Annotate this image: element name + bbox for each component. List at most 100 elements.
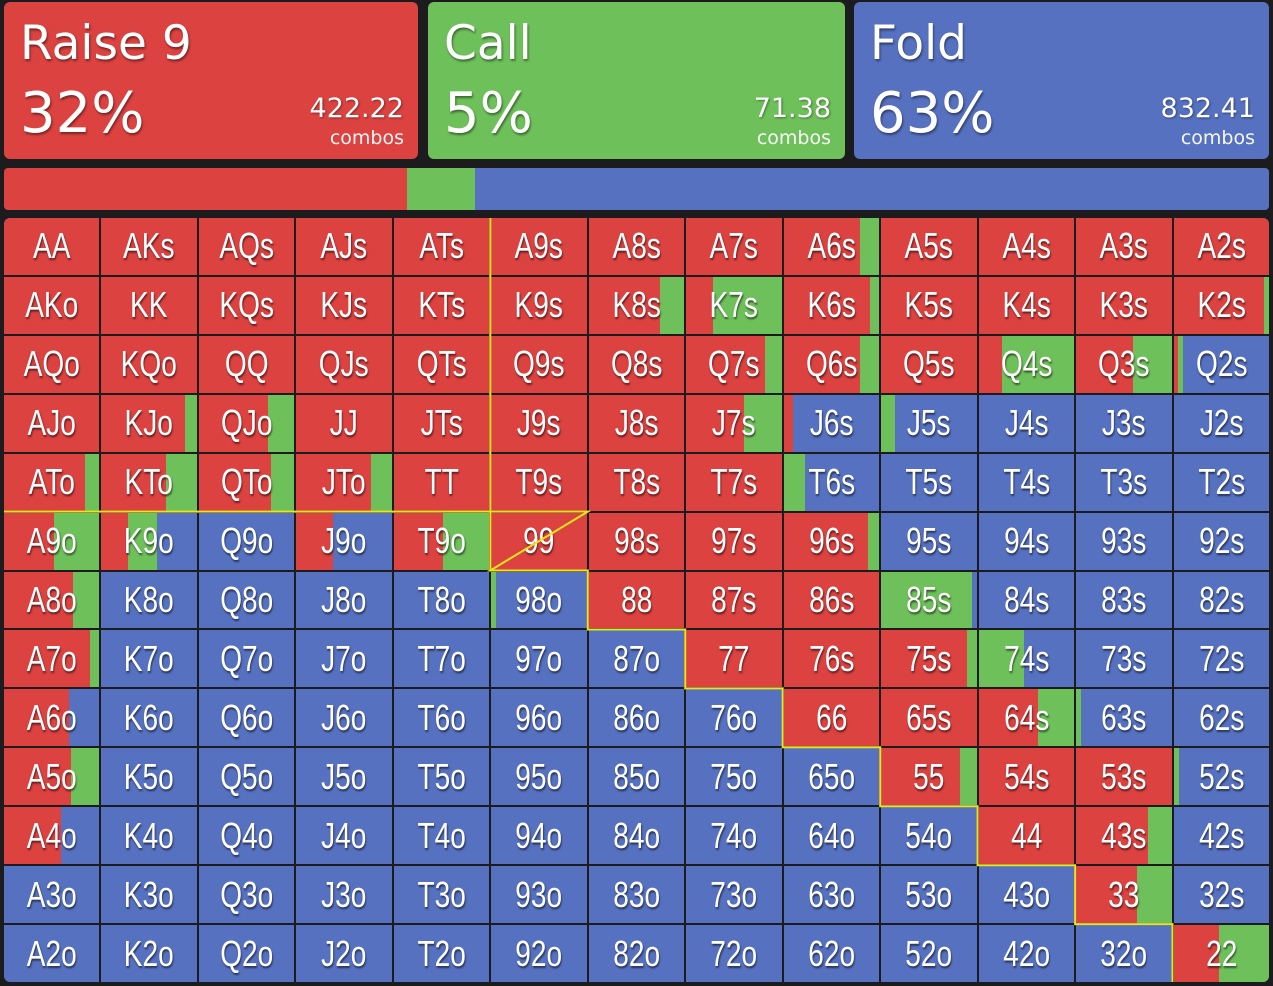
hand-cell-A5s[interactable]: A5s — [881, 218, 977, 275]
hand-cell-QTs[interactable]: QTs — [393, 335, 490, 393]
hand-cell-T4s[interactable]: T4s — [978, 453, 1075, 511]
hand-cell-J3s[interactable]: J3s — [1076, 394, 1172, 452]
hand-cell-62o[interactable]: 62o — [783, 925, 880, 982]
hand-cell-KQs[interactable]: KQs — [198, 276, 295, 334]
hand-cell-J5o[interactable]: J5o — [296, 748, 392, 806]
hand-cell-Q4s[interactable]: Q4s — [978, 335, 1075, 393]
hand-cell-96o[interactable]: 96o — [491, 689, 587, 747]
hand-cell-65o[interactable]: 65o — [783, 748, 880, 806]
hand-cell-K8s[interactable]: K8s — [588, 276, 685, 334]
hand-cell-92s[interactable]: 92s — [1173, 512, 1269, 570]
hand-cell-J2s[interactable]: J2s — [1173, 394, 1269, 452]
hand-cell-A9s[interactable]: A9s — [491, 218, 587, 275]
hand-cell-53s[interactable]: 53s — [1076, 748, 1172, 806]
hand-cell-75o[interactable]: 75o — [686, 748, 782, 806]
hand-cell-55[interactable]: 55 — [881, 748, 977, 806]
hand-cell-J7s[interactable]: J7s — [686, 394, 782, 452]
hand-cell-AKs[interactable]: AKs — [101, 218, 197, 275]
hand-cell-43o[interactable]: 43o — [978, 866, 1075, 924]
hand-cell-ATs[interactable]: ATs — [393, 218, 490, 275]
hand-cell-A2s[interactable]: A2s — [1173, 218, 1269, 275]
hand-cell-T8o[interactable]: T8o — [393, 571, 490, 629]
hand-cell-A8o[interactable]: A8o — [4, 571, 100, 629]
hand-cell-84o[interactable]: 84o — [588, 807, 685, 865]
hand-cell-66[interactable]: 66 — [783, 689, 880, 747]
hand-cell-A8s[interactable]: A8s — [588, 218, 685, 275]
hand-cell-A7s[interactable]: A7s — [686, 218, 782, 275]
hand-cell-AA[interactable]: AA — [4, 218, 100, 275]
hand-cell-88[interactable]: 88 — [588, 571, 685, 629]
hand-cell-J4o[interactable]: J4o — [296, 807, 392, 865]
hand-cell-99[interactable]: 99 — [491, 512, 587, 570]
hand-cell-T3o[interactable]: T3o — [393, 866, 490, 924]
hand-cell-J3o[interactable]: J3o — [296, 866, 392, 924]
hand-cell-Q9s[interactable]: Q9s — [491, 335, 587, 393]
hand-cell-75s[interactable]: 75s — [881, 630, 977, 688]
hand-cell-JTs[interactable]: JTs — [393, 394, 490, 452]
hand-cell-42s[interactable]: 42s — [1173, 807, 1269, 865]
hand-cell-T9s[interactable]: T9s — [491, 453, 587, 511]
hand-cell-KJs[interactable]: KJs — [296, 276, 392, 334]
hand-cell-T6o[interactable]: T6o — [393, 689, 490, 747]
hand-cell-T9o[interactable]: T9o — [393, 512, 490, 570]
hand-cell-T2o[interactable]: T2o — [393, 925, 490, 982]
hand-cell-64o[interactable]: 64o — [783, 807, 880, 865]
hand-cell-K4s[interactable]: K4s — [978, 276, 1075, 334]
hand-cell-Q7o[interactable]: Q7o — [198, 630, 295, 688]
hand-cell-TT[interactable]: TT — [393, 453, 490, 511]
hand-cell-Q2s[interactable]: Q2s — [1173, 335, 1269, 393]
hand-cell-Q8s[interactable]: Q8s — [588, 335, 685, 393]
hand-cell-52s[interactable]: 52s — [1173, 748, 1269, 806]
hand-cell-62s[interactable]: 62s — [1173, 689, 1269, 747]
hand-cell-Q9o[interactable]: Q9o — [198, 512, 295, 570]
hand-cell-Q5o[interactable]: Q5o — [198, 748, 295, 806]
hand-cell-AQo[interactable]: AQo — [4, 335, 100, 393]
hand-cell-J7o[interactable]: J7o — [296, 630, 392, 688]
hand-cell-Q5s[interactable]: Q5s — [881, 335, 977, 393]
hand-cell-A3s[interactable]: A3s — [1076, 218, 1172, 275]
hand-cell-A4s[interactable]: A4s — [978, 218, 1075, 275]
hand-cell-74s[interactable]: 74s — [978, 630, 1075, 688]
hand-cell-43s[interactable]: 43s — [1076, 807, 1172, 865]
hand-cell-98o[interactable]: 98o — [491, 571, 587, 629]
hand-cell-Q7s[interactable]: Q7s — [686, 335, 782, 393]
hand-cell-A3o[interactable]: A3o — [4, 866, 100, 924]
hand-cell-97o[interactable]: 97o — [491, 630, 587, 688]
hand-cell-K9o[interactable]: K9o — [101, 512, 197, 570]
hand-cell-J8o[interactable]: J8o — [296, 571, 392, 629]
hand-cell-JTo[interactable]: JTo — [296, 453, 392, 511]
hand-cell-22[interactable]: 22 — [1173, 925, 1269, 982]
hand-cell-87o[interactable]: 87o — [588, 630, 685, 688]
hand-cell-32s[interactable]: 32s — [1173, 866, 1269, 924]
hand-cell-A7o[interactable]: A7o — [4, 630, 100, 688]
hand-cell-54o[interactable]: 54o — [881, 807, 977, 865]
hand-cell-K3s[interactable]: K3s — [1076, 276, 1172, 334]
hand-cell-K2s[interactable]: K2s — [1173, 276, 1269, 334]
raise-action-card[interactable]: Raise 9 32% 422.22 combos — [4, 2, 418, 159]
hand-cell-95s[interactable]: 95s — [881, 512, 977, 570]
hand-cell-T4o[interactable]: T4o — [393, 807, 490, 865]
hand-cell-63s[interactable]: 63s — [1076, 689, 1172, 747]
hand-cell-K4o[interactable]: K4o — [101, 807, 197, 865]
hand-cell-QTo[interactable]: QTo — [198, 453, 295, 511]
hand-cell-32o[interactable]: 32o — [1076, 925, 1172, 982]
hand-cell-QJs[interactable]: QJs — [296, 335, 392, 393]
hand-cell-AKo[interactable]: AKo — [4, 276, 100, 334]
hand-cell-97s[interactable]: 97s — [686, 512, 782, 570]
fold-action-card[interactable]: Fold 63% 832.41 combos — [854, 2, 1269, 159]
hand-cell-96s[interactable]: 96s — [783, 512, 880, 570]
hand-cell-A6s[interactable]: A6s — [783, 218, 880, 275]
hand-cell-94o[interactable]: 94o — [491, 807, 587, 865]
hand-cell-J2o[interactable]: J2o — [296, 925, 392, 982]
hand-cell-74o[interactable]: 74o — [686, 807, 782, 865]
hand-cell-J5s[interactable]: J5s — [881, 394, 977, 452]
hand-cell-A6o[interactable]: A6o — [4, 689, 100, 747]
hand-cell-Q6s[interactable]: Q6s — [783, 335, 880, 393]
hand-cell-J6s[interactable]: J6s — [783, 394, 880, 452]
hand-cell-KK[interactable]: KK — [101, 276, 197, 334]
hand-cell-44[interactable]: 44 — [978, 807, 1075, 865]
hand-cell-Q4o[interactable]: Q4o — [198, 807, 295, 865]
hand-cell-63o[interactable]: 63o — [783, 866, 880, 924]
hand-cell-AJo[interactable]: AJo — [4, 394, 100, 452]
call-action-card[interactable]: Call 5% 71.38 combos — [428, 2, 845, 159]
